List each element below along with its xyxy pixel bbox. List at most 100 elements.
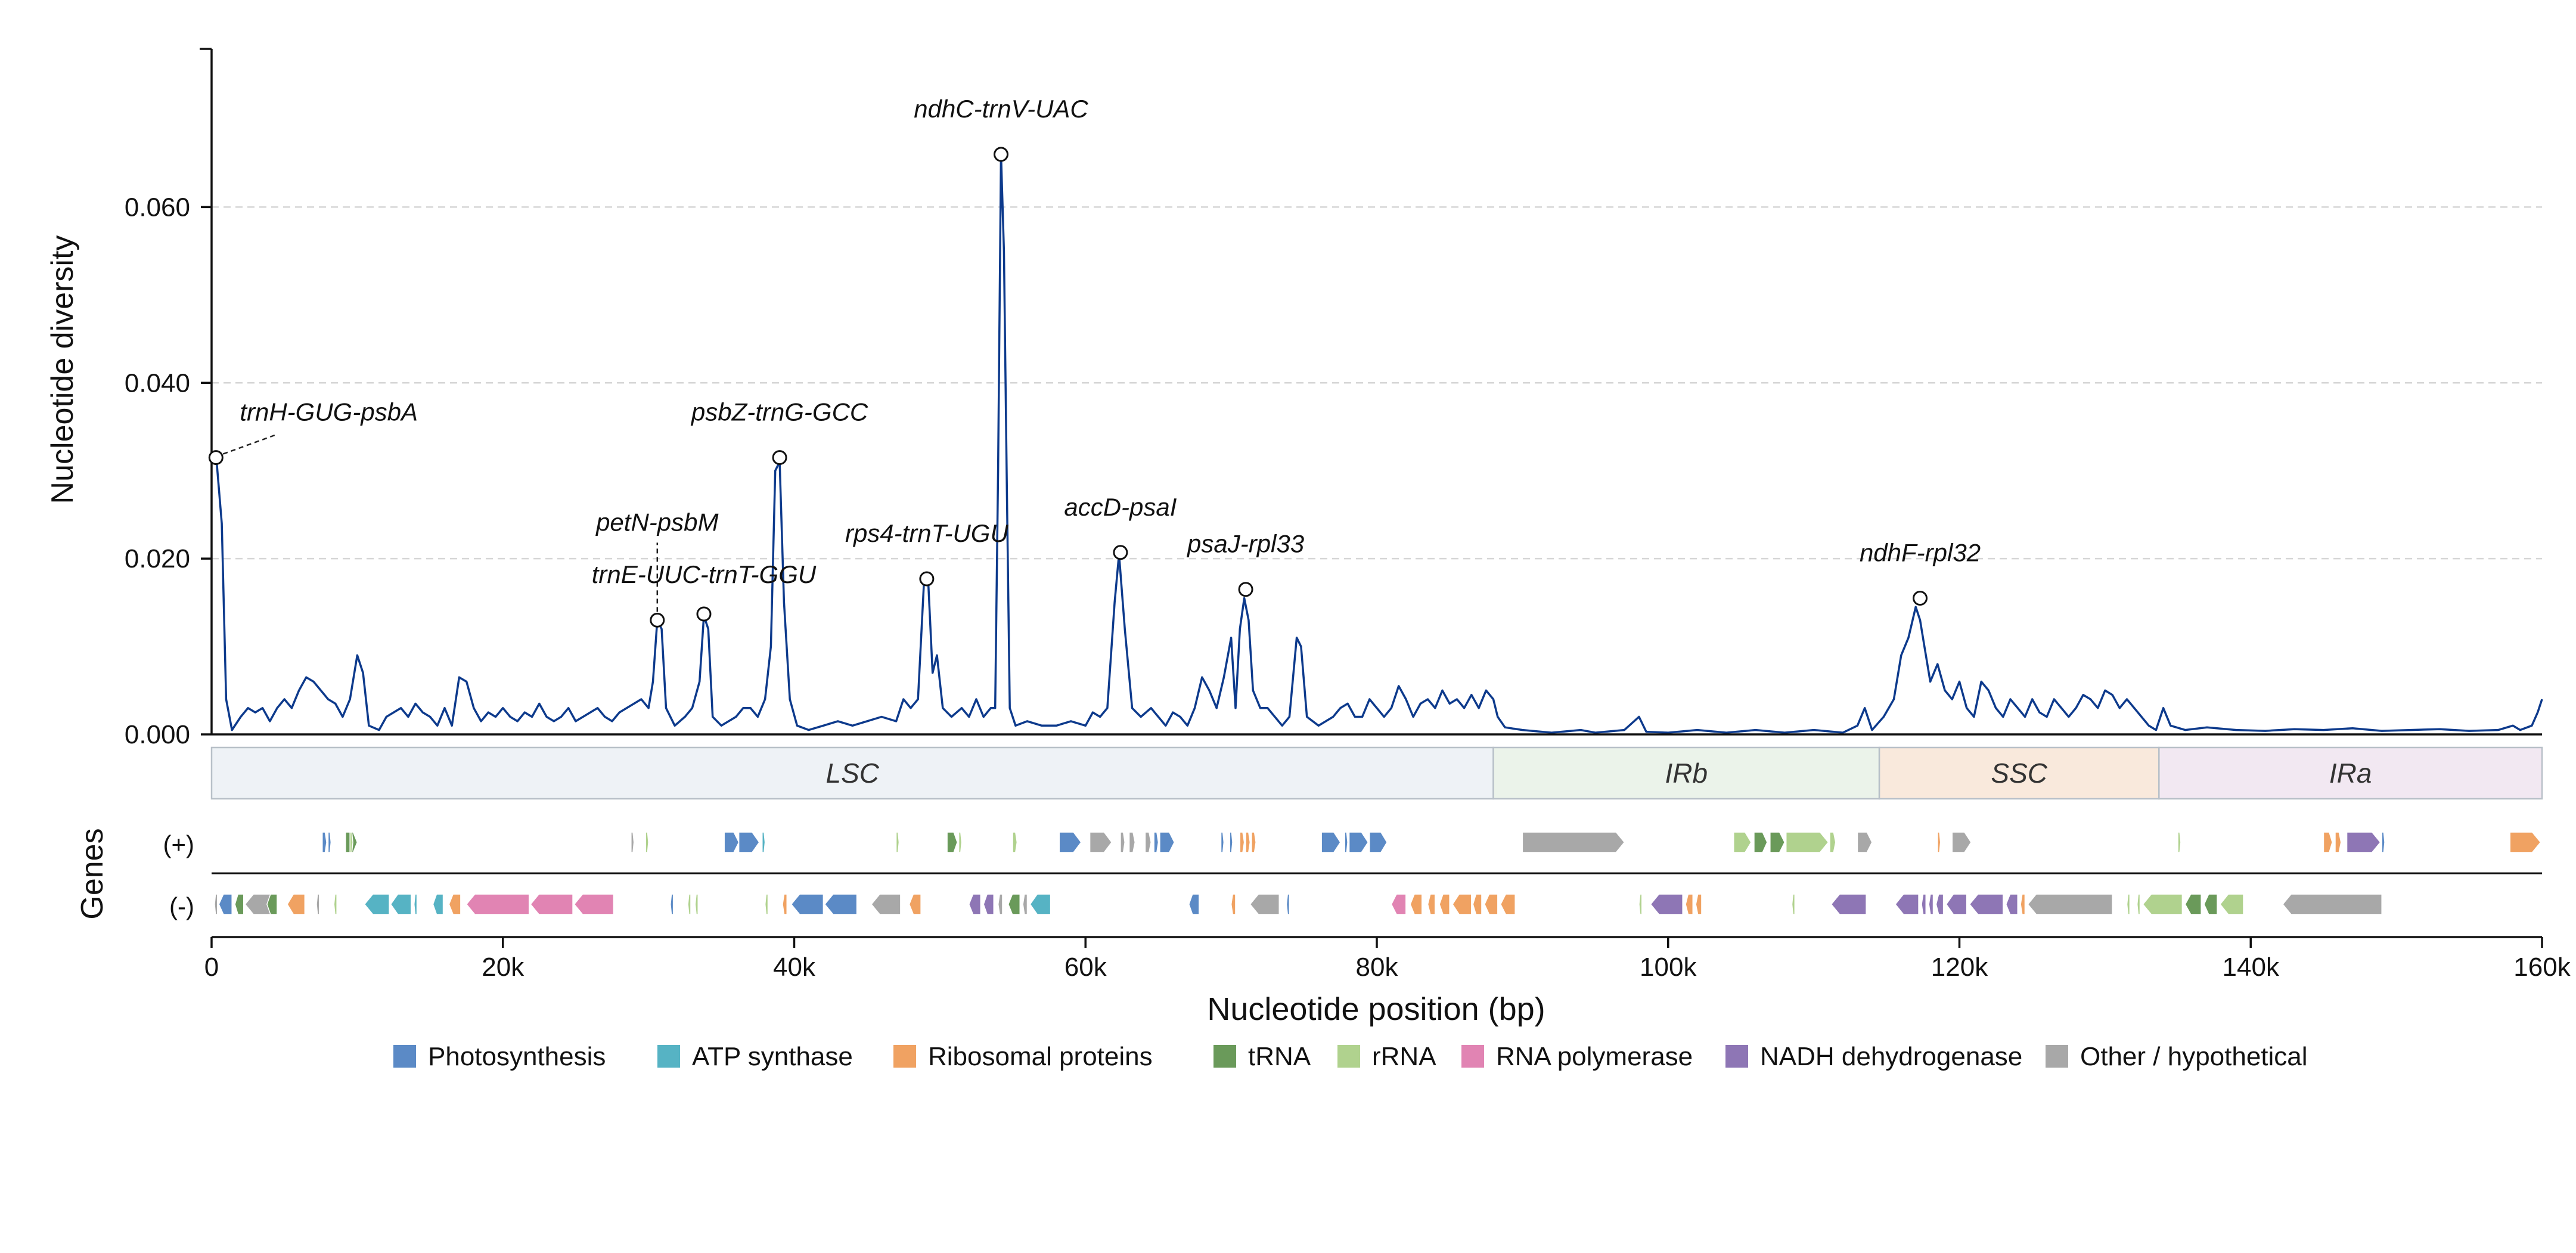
gene-plus [738, 832, 760, 853]
gene-plus [761, 832, 766, 853]
annotation-leader [222, 434, 276, 455]
gene-minus [2126, 894, 2131, 915]
gene-plus [645, 832, 649, 853]
gene-minus [1695, 894, 1702, 915]
genes-track-title: Genes [75, 828, 110, 919]
gene-minus [1007, 894, 1021, 915]
gene-minus [968, 894, 982, 915]
gene-minus [1022, 894, 1028, 915]
gene-plus [895, 832, 900, 853]
gene-minus [1452, 894, 1472, 915]
gene-minus [234, 894, 244, 915]
annotation-label: accD-psaI [1064, 493, 1177, 521]
gene-plus [1239, 832, 1245, 853]
annotation-label: ndhC-trnV-UAC [914, 95, 1088, 123]
annotation-label: psaJ-rpl33 [1186, 530, 1304, 558]
annotation-marker [919, 571, 935, 587]
gene-minus [1230, 894, 1236, 915]
x-tick-label: 120k [1931, 953, 1988, 982]
gene-plus [1229, 832, 1233, 853]
gene-plus [1369, 832, 1388, 853]
region-band [2158, 746, 2543, 800]
gene-plus [1144, 832, 1152, 853]
gene-minus [333, 894, 337, 915]
gene-plus [1245, 832, 1251, 853]
gene-plus [1251, 832, 1256, 853]
gene-minus [287, 894, 306, 915]
gene-minus [824, 894, 858, 915]
gene-minus [1249, 894, 1280, 915]
gene-minus [1286, 894, 1290, 915]
gene-plus [2177, 832, 2181, 853]
gene-minus [432, 894, 444, 915]
region-band [1878, 746, 2160, 800]
diversity-line [210, 153, 2543, 734]
gene-minus [908, 894, 921, 915]
annotation-marker [650, 612, 665, 628]
gene-plus [1753, 832, 1768, 853]
x-tick-label: 60k [1064, 953, 1107, 982]
gene-minus [1650, 894, 1683, 915]
x-tick-label: 140k [2223, 953, 2280, 982]
gene-minus [782, 894, 788, 915]
legend-label: NADH dehydrogenase [1760, 1042, 2022, 1071]
gene-minus [1484, 894, 1498, 915]
gene-minus [764, 894, 769, 915]
gene-plus [2381, 832, 2385, 853]
gene-plus [1733, 832, 1752, 853]
gene-minus [390, 894, 412, 915]
gene-minus [1439, 894, 1450, 915]
gene-minus [1969, 894, 2004, 915]
gene-minus [2282, 894, 2382, 915]
region-label: IRb [1665, 758, 1708, 789]
diversity-line-group [210, 153, 2543, 734]
legend-swatch [1725, 1045, 1748, 1068]
gene-minus [983, 894, 995, 915]
gene-minus [1935, 894, 1944, 915]
annotation-label: trnH-GUG-psbA [240, 398, 418, 426]
gene-plus [1348, 832, 1369, 853]
gene-plus [2323, 832, 2333, 853]
x-tick-label: 0 [204, 953, 219, 982]
gene-plus [1785, 832, 1829, 853]
y-axis-title: Nucleotide diversity [45, 235, 80, 504]
region-label: IRa [2329, 758, 2372, 789]
annotation-marker [994, 147, 1009, 162]
legend-swatch [393, 1045, 416, 1068]
annotation-label: ndhF-rpl32 [1860, 538, 1981, 566]
gene-minus [790, 894, 824, 915]
legend-label: RNA polymerase [1496, 1042, 1693, 1071]
gene-minus [2136, 894, 2141, 915]
x-tick-label: 80k [1356, 953, 1399, 982]
legend-label: rRNA [1372, 1042, 1436, 1071]
legend-label: ATP synthase [692, 1042, 853, 1071]
gene-minus [1410, 894, 1423, 915]
gene-minus [2027, 894, 2113, 915]
gene-plus [349, 832, 353, 853]
x-tick-label: 20k [482, 953, 524, 982]
annotation-marker [208, 450, 224, 466]
gene-plus [946, 832, 958, 853]
y-tick-label: 0.040 [125, 368, 190, 398]
gene-minus [2005, 894, 2018, 915]
annotation-marker [772, 450, 787, 466]
gene-minus [1895, 894, 1919, 915]
annotation-label: psbZ-trnG-GCC [690, 398, 868, 426]
gene-plus [1128, 832, 1136, 853]
gene-minus [316, 894, 320, 915]
region-band [1492, 746, 1880, 800]
annotation-marker [1913, 590, 1928, 606]
gene-minus [1638, 894, 1643, 915]
gene-plus [2509, 832, 2541, 853]
gene-plus [958, 832, 963, 853]
gene-minus [1472, 894, 1482, 915]
gene-minus [1391, 894, 1407, 915]
strand-plus-label: (+) [163, 830, 195, 858]
strand-minus-label: (-) [169, 892, 194, 920]
legend-swatch [2046, 1045, 2068, 1068]
region-label: SSC [1991, 758, 2047, 789]
legend-swatch [1461, 1045, 1484, 1068]
legend-swatch [657, 1045, 680, 1068]
gene-tracks [212, 832, 2542, 915]
